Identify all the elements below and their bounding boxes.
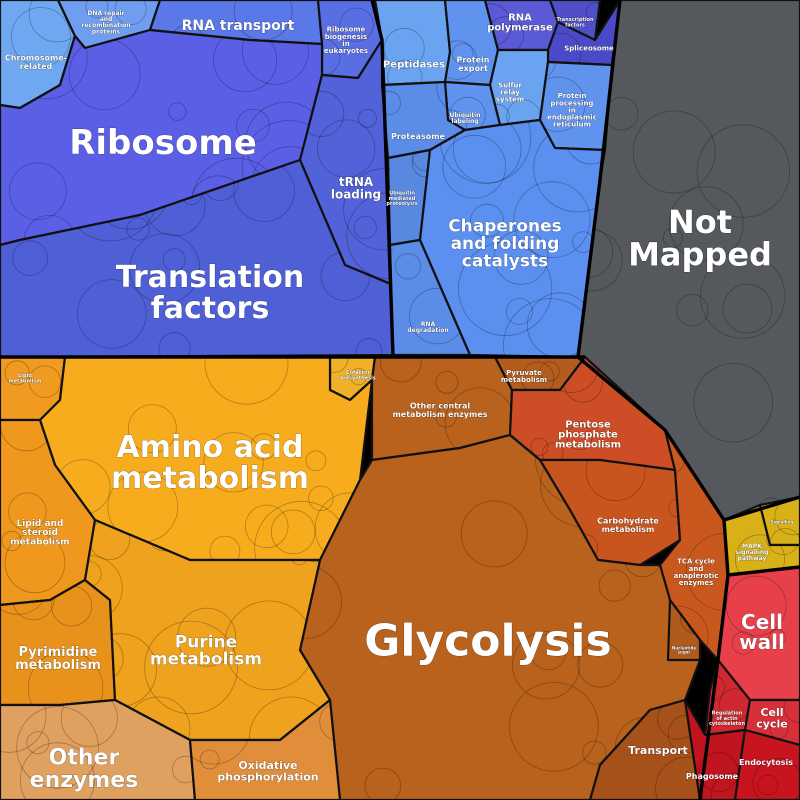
cell-trna-loading-label: tRNA loading <box>331 175 381 201</box>
cell-amino-acid-metabolism-label: Amino acid metabolism <box>111 430 309 496</box>
cell-peptidases-texture <box>383 27 425 85</box>
cell-transport <box>588 698 702 800</box>
cell-cofactor-vitamin-label: Cofactor biosynthesis <box>340 370 376 381</box>
cell-ribosome-label: Ribosome <box>69 123 257 163</box>
cell-rna-transport-label: RNA transport <box>182 18 295 34</box>
cell-tca-cycle-label: TCA cycle and anaplerotic enzymes <box>674 558 719 588</box>
cell-chaperones-label: Chaperones and folding catalysts <box>448 217 562 272</box>
cell-endocytosis-label: Endocytosis <box>739 758 793 767</box>
cell-sulfur-relay-texture <box>490 99 541 125</box>
cell-spliceosome-label: Spliceosome <box>564 45 614 53</box>
cell-signal-small-label: Signalling <box>771 519 794 524</box>
cell-cell-cycle-texture <box>769 700 800 739</box>
cell-mapk-label: MAPK signalling pathway <box>736 543 769 562</box>
cell-pyruvate-texture <box>521 361 560 390</box>
cell-nucleotide-sugar-label: Nucleotide sugar <box>672 645 697 654</box>
cell-other-enzymes-texture <box>0 700 195 800</box>
cell-phagosome-label: Phagosome <box>686 772 739 781</box>
cell-cofactor-vitamin-texture <box>330 357 368 386</box>
cell-protein-export-label: Protein export <box>457 56 490 73</box>
cell-ubiquitin-mediated-proteolysis-label: Ubiquitin mediated proteolysis <box>386 191 417 207</box>
cell-pentose-phosphate-label: Pentose phosphate metabolism <box>555 419 621 450</box>
cell-protein-processing-er-label: Protein processing in endoplasmic reticulum <box>547 92 597 129</box>
divider-not-mapped <box>576 0 800 522</box>
cell-dna-repair-texture <box>85 0 147 26</box>
cell-pyrimidine-label: Pyrimidine metabolism <box>15 645 101 673</box>
cell-lipid-small-label: Lipid metabolism <box>9 373 42 384</box>
cell-nucleotide-sugar <box>666 598 702 662</box>
cell-carbohydrate-label: Carbohydrate metabolism <box>597 517 659 534</box>
cell-not-mapped-label: Not Mapped <box>628 203 772 274</box>
divider-cellular <box>698 574 730 800</box>
cell-transport-label: Transport <box>628 744 688 757</box>
cell-cell-wall-label: Cell wall <box>739 610 785 654</box>
cell-peptidases-label: Peptidases <box>383 60 445 71</box>
cell-chromosome-related-texture <box>11 0 75 67</box>
cell-other-enzymes-label: Other enzymes <box>30 746 139 793</box>
cell-purine-label: Purine metabolism <box>150 632 262 669</box>
cell-ubiquitin-labeling-label: Ubiquitin labeling <box>449 112 480 125</box>
cell-rna-degradation-label: RNA degradation <box>407 321 448 334</box>
cell-ubiquitin-labeling-texture <box>445 96 486 130</box>
cell-actin-label: Regulation of actin cytoskeleton <box>709 711 746 727</box>
cell-cell-wall-texture <box>726 575 787 655</box>
cell-not-mapped-texture <box>578 0 790 520</box>
cell-lipid-small-texture <box>4 360 62 398</box>
cell-phagosome-texture <box>698 752 745 800</box>
cell-oxidative-phosphorylation-label: Oxidative phosphorylation <box>217 759 318 783</box>
cell-oxidative-phosphorylation <box>188 698 342 800</box>
cell-other-central-label: Other central metabolism enzymes <box>392 402 487 419</box>
cell-lipid-steroid-label: Lipid and steroid metabolism <box>10 519 69 547</box>
cell-translation-factors-label: Translation factors <box>116 260 305 326</box>
cell-endocytosis <box>733 728 800 800</box>
cell-sulfur-relay-label: Sulfur relay system <box>496 81 524 103</box>
cell-amino-acid-metabolism-texture <box>40 357 372 560</box>
cell-chromosome-related-label: Chromosome-related <box>5 54 67 71</box>
cell-ribosome-biogenesis-label: Ribosome biogenesis in eukaryotes <box>324 26 368 56</box>
cell-protein-export-texture <box>445 40 477 80</box>
cell-rna-polymerase-label: RNA polymerase <box>487 12 553 33</box>
divider-genetic-folding <box>370 0 395 356</box>
cell-endocytosis-texture <box>752 757 800 800</box>
cell-transcription-factors-label: Transcription factors <box>556 17 593 28</box>
cell-cell-cycle-label: Cell cycle <box>756 706 787 730</box>
cell-proteasome-label: Proteasome <box>391 132 446 141</box>
cell-dna-repair-label: DNA repair and recombination proteins <box>82 10 131 35</box>
cell-pyruvate-label: Pyruvate metabolism <box>501 369 547 384</box>
cell-peptidases <box>373 0 452 87</box>
cell-ubiquitin-mediated-proteolysis-texture <box>411 150 430 178</box>
cell-glycolysis-label: Glycolysis <box>364 615 611 666</box>
